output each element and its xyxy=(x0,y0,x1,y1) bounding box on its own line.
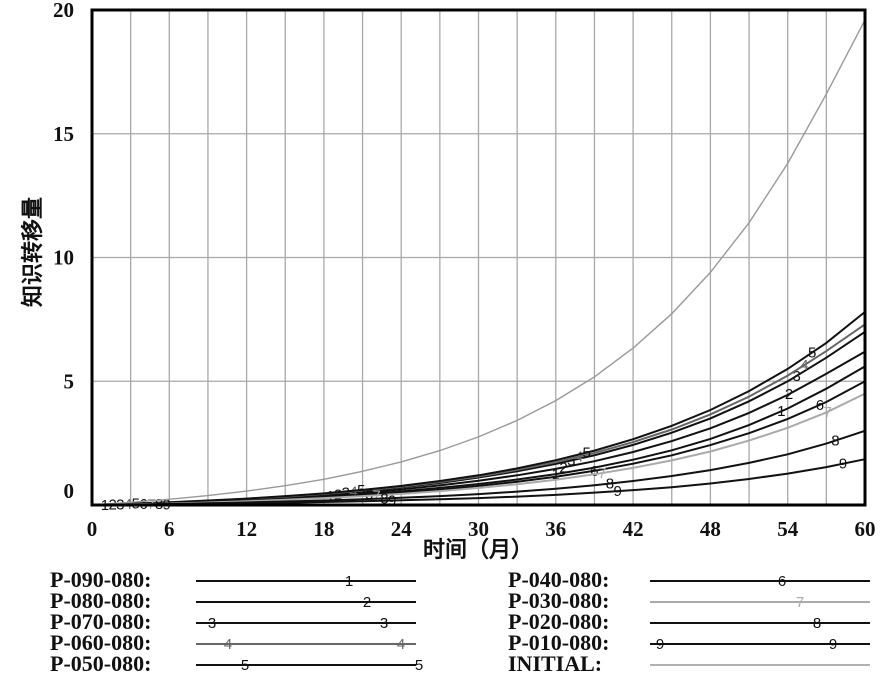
series-marker-label: 1 xyxy=(552,466,560,483)
series-marker-label: 9 xyxy=(613,483,621,500)
x-axis-label: 时间（月） xyxy=(423,538,533,563)
plot-frame xyxy=(90,8,867,507)
series-marker-label: 3 xyxy=(342,485,350,502)
x-tick-label: 42 xyxy=(623,517,644,541)
series-marker-label: 5 xyxy=(808,344,816,361)
legend-marker: 1 xyxy=(345,573,353,590)
series-marker-label: 1 xyxy=(777,403,785,420)
y-axis-label: 知识转移量 xyxy=(20,197,46,307)
series-marker-label: 8 xyxy=(606,476,614,493)
y-tick-label: 20 xyxy=(53,0,74,22)
series-marker-label: 4 xyxy=(349,483,357,500)
grid-layer xyxy=(92,10,865,505)
y-tick-label: 15 xyxy=(53,122,74,146)
legend-label: P-090-080: xyxy=(50,567,151,592)
series-marker-label: 7 xyxy=(823,404,831,421)
series-marker-label: 4 xyxy=(575,449,583,466)
legend-label: P-030-080: xyxy=(508,588,609,613)
series-marker-label: 5 xyxy=(583,444,591,461)
series-line xyxy=(91,19,866,506)
series-marker-label: 5 xyxy=(357,482,365,499)
legend-marker: 9 xyxy=(829,636,837,653)
series-marker-label: 6 xyxy=(590,463,598,480)
x-tick-label: 0 xyxy=(87,517,98,541)
x-tick-label: 6 xyxy=(164,517,175,541)
legend-marker: 9 xyxy=(656,636,664,653)
legend-marker: 3 xyxy=(380,615,388,632)
series-marker-label: 3 xyxy=(567,452,575,469)
series-marker-label: 3 xyxy=(793,368,801,385)
x-tick-label: 30 xyxy=(468,517,489,541)
legend-label: P-040-080: xyxy=(508,567,609,592)
series-marker-label: 2 xyxy=(559,459,567,476)
legend-marker: 4 xyxy=(224,636,232,653)
legend-marker: 7 xyxy=(796,594,804,611)
x-tick-label: 24 xyxy=(391,517,413,541)
series-marker-label: 4 xyxy=(800,357,808,374)
series-marker-label: 2 xyxy=(785,386,793,403)
legend-marker: 4 xyxy=(397,636,405,653)
series-marker-label: 2 xyxy=(334,486,342,503)
x-tick-label: 60 xyxy=(855,517,876,541)
legend-marker: 3 xyxy=(208,615,216,632)
legend-label: P-010-080: xyxy=(508,630,609,655)
series-marker-label: 7 xyxy=(598,465,606,482)
series-marker-label: 9 xyxy=(839,456,847,473)
x-tick-label: 48 xyxy=(700,517,721,541)
legend-label: P-020-080: xyxy=(508,609,609,634)
x-tick-label: 12 xyxy=(236,517,257,541)
series-marker-label: 9 xyxy=(388,493,396,510)
legend-marker: 8 xyxy=(813,615,821,632)
series-line xyxy=(91,311,866,506)
legend-label: P-060-080: xyxy=(50,630,151,655)
legend-label: P-050-080: xyxy=(50,651,151,676)
series-marker-label: 8 xyxy=(831,433,839,450)
y-tick-label: 0 xyxy=(64,479,75,503)
legend-label: P-080-080: xyxy=(50,588,151,613)
series-marker-label: 8 xyxy=(380,490,388,507)
legend-marker: 5 xyxy=(415,657,423,674)
legend-label: INITIAL: xyxy=(508,651,602,676)
x-tick-label: 36 xyxy=(545,517,566,541)
series-marker-label: 6 xyxy=(816,397,824,414)
legend-label: P-070-080: xyxy=(50,609,151,634)
legend-marker: 5 xyxy=(241,657,249,674)
legend-marker: 2 xyxy=(363,594,371,611)
legend-marker: 6 xyxy=(778,573,786,590)
x-tick-label: 54 xyxy=(777,517,799,541)
series-marker-label: 7 xyxy=(373,487,381,504)
y-tick-label: 5 xyxy=(64,369,75,393)
x-tick-label: 18 xyxy=(313,517,334,541)
legend: P-090-080: 1 P-080-080: 2 P-070-080: 3 3 P-060-… xyxy=(50,567,870,676)
y-tick-label: 10 xyxy=(53,246,74,270)
